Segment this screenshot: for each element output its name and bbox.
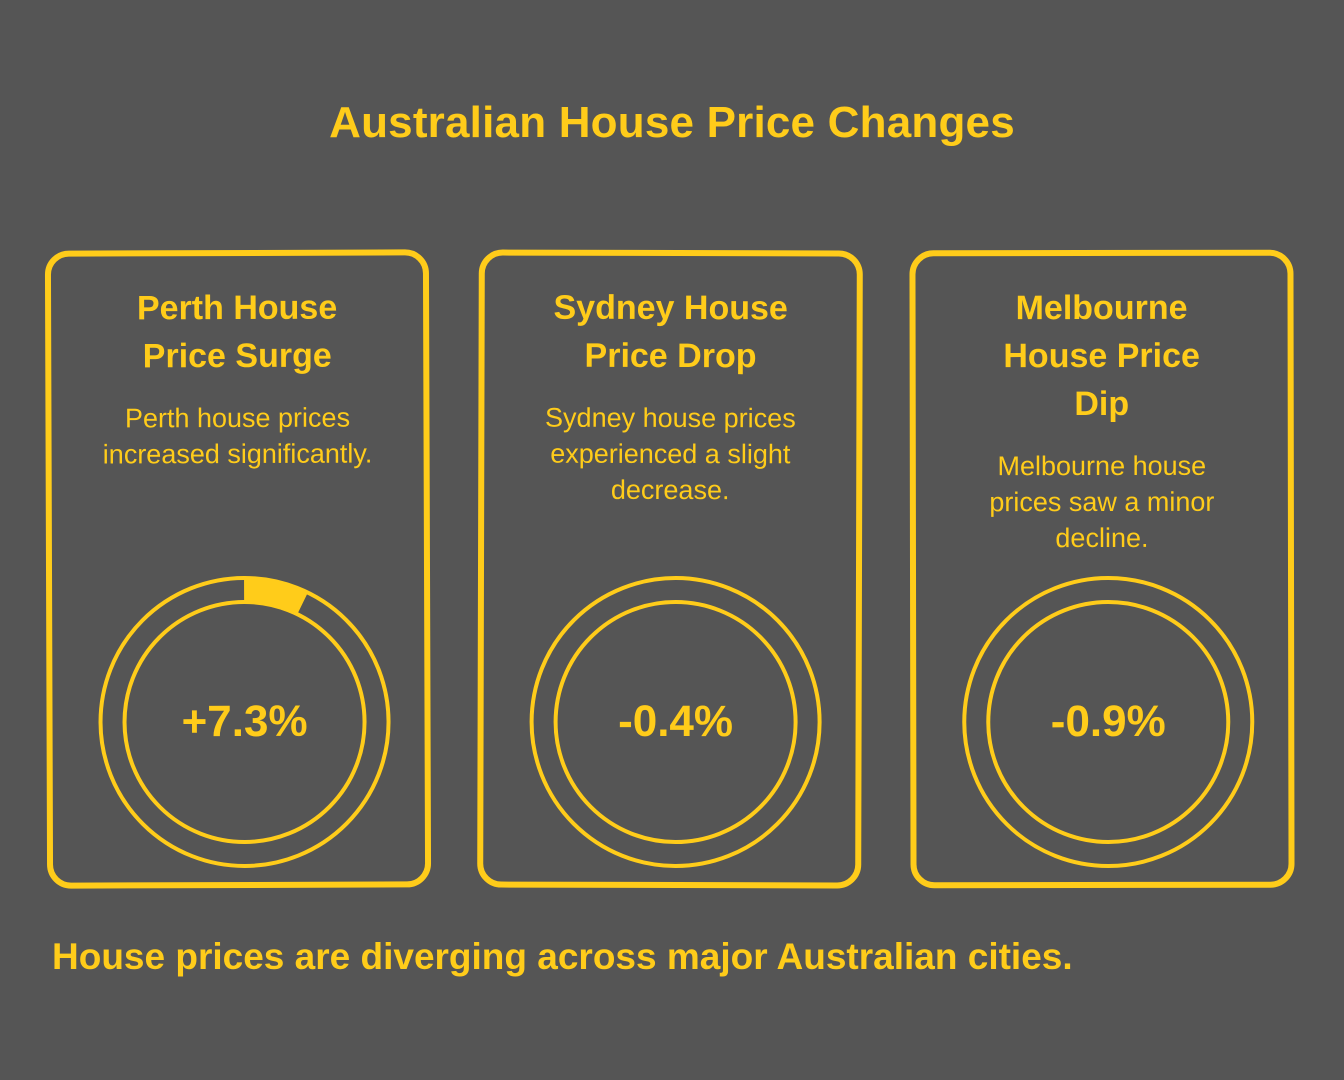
- card-description: Melbourne house prices saw a minor decli…: [989, 450, 1215, 554]
- value-label: -0.9%: [1050, 696, 1166, 747]
- gauge-ring: [98, 575, 391, 868]
- card-title: Perth House Price Surge: [136, 288, 338, 376]
- gauge-melbourne: -0.9%: [960, 574, 1257, 871]
- gauge-outer-ring: [529, 576, 822, 869]
- card-sydney: Sydney House Price Drop Sydney house pri…: [477, 249, 863, 889]
- gauge-ring: [529, 576, 822, 869]
- value-label: +7.3%: [181, 696, 308, 747]
- card-melbourne: Melbourne House Price Dip Melbourne hous…: [909, 249, 1295, 889]
- gauge-sydney: -0.4%: [527, 574, 824, 871]
- value-label: -0.4%: [618, 696, 734, 747]
- card-perth: Perth House Price Surge Perth house pric…: [44, 249, 432, 889]
- card-title: Melbourne House Price Dip: [1003, 288, 1200, 424]
- card-description: Sydney house prices experienced a slight…: [545, 402, 796, 506]
- gauge-outer-ring: [962, 575, 1255, 868]
- gauge-fill-arc: [244, 577, 308, 615]
- gauge-inner-ring: [553, 600, 798, 845]
- gauge-perth: +7.3%: [96, 573, 393, 870]
- card-description: Perth house prices increased significant…: [102, 402, 373, 470]
- gauge-inner-ring: [986, 599, 1231, 844]
- footer-summary: House prices are diverging across major …: [52, 936, 1073, 977]
- page-title: Australian House Price Changes: [329, 98, 1015, 147]
- card-title: Sydney House Price Drop: [553, 288, 788, 376]
- gauge-inner-ring: [122, 599, 367, 844]
- gauge-ring: [962, 575, 1255, 868]
